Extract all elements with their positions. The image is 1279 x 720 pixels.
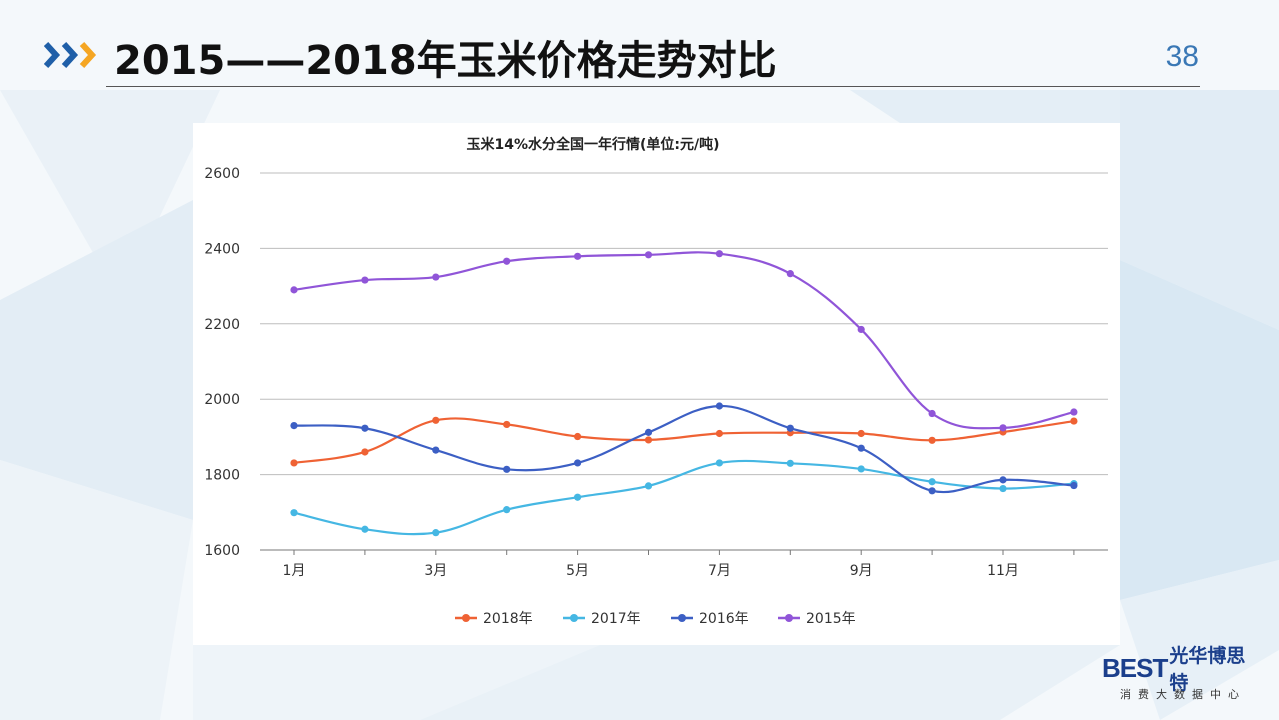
series-lines — [290, 250, 1078, 537]
y-tick-label: 2400 — [204, 241, 240, 257]
x-axis-ticks: 1月 3月 5月 7月 9月 11月 — [283, 550, 1075, 579]
data-point — [290, 286, 298, 294]
data-point — [715, 459, 724, 467]
series-line — [293, 251, 1075, 430]
logo-subtitle: 消费大数据中心 — [1120, 688, 1246, 701]
data-point — [432, 446, 440, 454]
brand-logo: BEST 光华博思特 消费大数据中心 — [1102, 645, 1262, 708]
data-point — [290, 509, 298, 517]
series-1 — [290, 459, 1078, 537]
series-line — [293, 404, 1074, 494]
data-point — [361, 424, 369, 432]
data-point — [928, 436, 936, 444]
data-point — [503, 465, 511, 473]
series-3 — [290, 250, 1078, 432]
data-point — [574, 459, 582, 467]
data-point — [503, 420, 511, 429]
series-2 — [290, 402, 1078, 495]
data-point — [361, 525, 369, 533]
y-tick-label: 2600 — [204, 166, 240, 182]
data-point — [574, 493, 582, 501]
data-point — [786, 424, 794, 432]
data-point — [715, 402, 724, 410]
data-point — [786, 270, 794, 278]
y-tick-label: 1600 — [204, 543, 240, 559]
series-line — [293, 417, 1075, 465]
data-point — [928, 409, 936, 418]
header-divider — [106, 86, 1200, 87]
data-point — [503, 506, 511, 514]
triple-chevron-icon — [44, 41, 97, 69]
slide-header: 2015——2018年玉米价格走势对比 38 — [0, 0, 1279, 92]
y-tick-label: 2000 — [204, 392, 240, 408]
page-number: 38 — [1165, 40, 1199, 73]
data-point — [999, 484, 1007, 493]
data-point — [1070, 417, 1078, 425]
logo-mark: BEST — [1102, 652, 1168, 683]
legend-item[interactable]: 2017年 — [563, 611, 641, 627]
legend-marker — [785, 614, 793, 622]
data-point — [928, 478, 936, 486]
legend-label: 2017年 — [591, 611, 641, 627]
x-tick-label: 3月 — [424, 563, 447, 579]
data-point — [503, 257, 511, 265]
data-point — [786, 459, 794, 467]
legend-marker — [570, 614, 578, 622]
x-tick-label: 11月 — [987, 563, 1019, 579]
data-point — [290, 421, 298, 430]
data-point — [290, 459, 298, 467]
legend-item[interactable]: 2016年 — [671, 611, 749, 627]
data-point — [574, 252, 582, 260]
data-point — [432, 273, 440, 281]
chart-card: 玉米14%水分全国一年行情(单位:元/吨) 1600 1800 2000 2200 24… — [193, 123, 1120, 645]
chart-legend[interactable]: 2018年 2017年 2016年 2015年 — [455, 611, 856, 627]
y-tick-label: 1800 — [204, 468, 240, 484]
x-tick-label: 7月 — [708, 563, 731, 579]
data-point — [361, 276, 369, 284]
logo-name: 光华博思特 — [1169, 645, 1246, 694]
data-point — [644, 251, 653, 259]
data-point — [857, 444, 865, 452]
legend-label: 2015年 — [806, 611, 856, 627]
data-point — [715, 250, 724, 258]
data-point — [574, 432, 582, 441]
y-axis-ticks: 1600 1800 2000 2200 2400 2600 — [204, 166, 240, 559]
data-point — [999, 476, 1007, 484]
data-point — [1070, 408, 1078, 416]
data-point — [432, 416, 440, 424]
data-point — [857, 325, 865, 334]
line-chart: 玉米14%水分全国一年行情(单位:元/吨) 1600 1800 2000 2200 24… — [204, 136, 1108, 627]
chart-gridlines — [260, 172, 1108, 551]
data-point — [432, 529, 440, 537]
x-tick-label: 9月 — [850, 563, 873, 579]
data-point — [715, 429, 724, 438]
data-point — [644, 436, 653, 444]
data-point — [857, 465, 865, 473]
page-title: 2015——2018年玉米价格走势对比 — [114, 38, 777, 84]
legend-label: 2018年 — [483, 611, 533, 627]
series-line — [293, 459, 1074, 536]
data-point — [928, 487, 936, 495]
legend-item[interactable]: 2015年 — [778, 611, 856, 627]
x-tick-label: 5月 — [566, 563, 589, 579]
data-point — [644, 428, 653, 436]
legend-marker — [462, 614, 470, 622]
data-point — [1070, 481, 1078, 490]
data-point — [999, 424, 1007, 432]
x-tick-label: 1月 — [283, 563, 306, 579]
chart-title: 玉米14%水分全国一年行情(单位:元/吨) — [466, 136, 719, 153]
data-point — [857, 429, 865, 438]
data-point — [361, 448, 369, 456]
data-point — [644, 482, 653, 490]
legend-item[interactable]: 2018年 — [455, 611, 533, 627]
legend-marker — [678, 614, 686, 622]
y-tick-label: 2200 — [204, 317, 240, 333]
legend-label: 2016年 — [699, 611, 749, 627]
